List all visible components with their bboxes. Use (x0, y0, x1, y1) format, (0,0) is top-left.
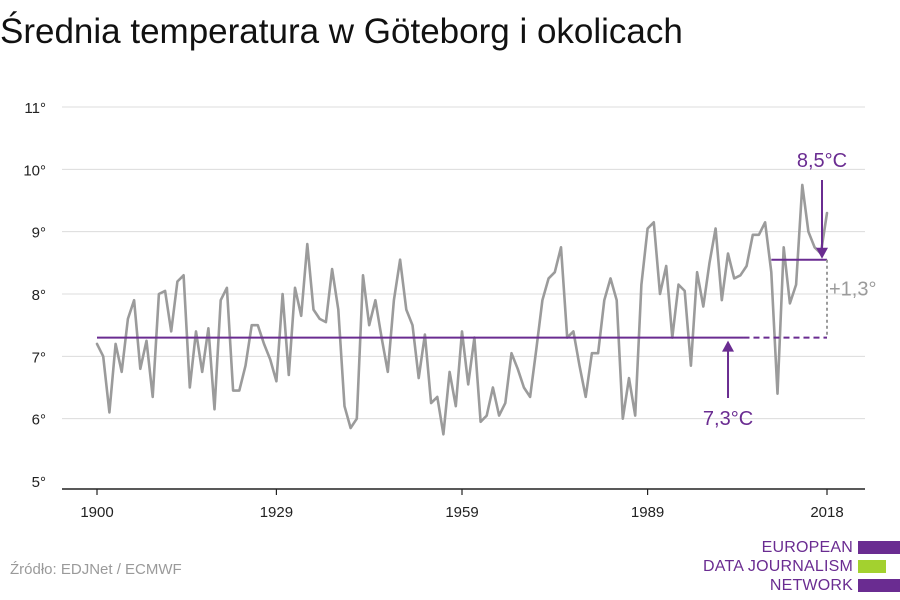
y-tick-label-5: 5° (32, 474, 46, 491)
logo-green-bar (858, 560, 886, 573)
chart-title: Średnia temperatura w Göteborg i okolica… (0, 12, 683, 51)
y-tick-label-10: 10° (23, 162, 46, 179)
annotations: +1,3° 8,5°C 7,3°C (97, 150, 876, 430)
y-tick-label-9: 9° (32, 225, 46, 242)
logo-line-data-journalism: DATA JOURNALISM (703, 558, 853, 575)
x-tick-label-1959: 1959 (445, 504, 478, 521)
logo-purple-bar-bottom (858, 579, 900, 592)
logo-line-european: EUROPEAN (761, 539, 853, 556)
logo-purple-bar-top (858, 541, 900, 554)
x-tick-label-1929: 1929 (260, 504, 293, 521)
temperature-series-line (95, 183, 829, 436)
baseline-arrow-head (722, 340, 735, 352)
edjnet-logo: EUROPEAN DATA JOURNALISM NETWORK (703, 537, 900, 600)
x-axis: 1900 1929 1959 1989 2018 (62, 488, 865, 521)
y-axis-tick-labels: 5° 6° 7° 8° 9° 10° 11° (23, 100, 46, 491)
y-tick-label-6: 6° (32, 412, 46, 429)
baseline-label: 7,3°C (703, 408, 753, 430)
y-tick-label-11: 11° (24, 100, 46, 117)
y-tick-label-8: 8° (32, 287, 46, 304)
source-credit: Źródło: EDJNet / ECMWF (10, 561, 182, 578)
x-tick-label-2018: 2018 (810, 504, 843, 521)
series-layer (95, 183, 829, 436)
x-tick-label-1900: 1900 (80, 504, 113, 521)
x-tick-label-1989: 1989 (631, 504, 664, 521)
y-tick-label-7: 7° (32, 349, 46, 366)
difference-label: +1,3° (829, 279, 876, 301)
recent-average-arrow-head (816, 247, 828, 259)
recent-average-label: 8,5°C (797, 150, 847, 172)
grid-lines (62, 106, 865, 420)
logo-line-network: NETWORK (769, 577, 853, 594)
